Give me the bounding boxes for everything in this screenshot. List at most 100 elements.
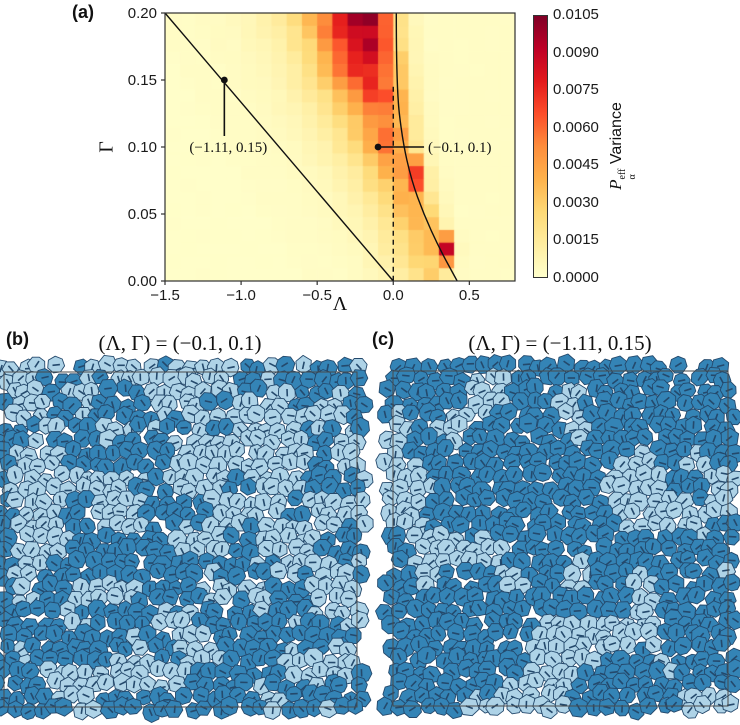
- cell-director: [199, 387, 206, 395]
- cell-director: [255, 512, 259, 520]
- cell-director: [346, 545, 352, 553]
- cell-director: [591, 434, 598, 442]
- cell-director: [64, 607, 72, 612]
- cell-director: [463, 411, 471, 418]
- cell-director: [103, 463, 109, 471]
- cell-director: [278, 544, 282, 553]
- cell-director: [658, 408, 664, 416]
- cell-director: [353, 702, 358, 710]
- cell-director: [119, 585, 125, 593]
- cell-director: [582, 494, 591, 500]
- cell-director: [291, 375, 296, 384]
- cell-director: [576, 533, 583, 540]
- cell-director: [271, 706, 274, 715]
- cell-director: [520, 658, 528, 664]
- cell-director: [167, 400, 173, 408]
- cell-director: [614, 547, 620, 555]
- cell-director: [543, 422, 550, 430]
- cell-director: [322, 449, 328, 457]
- cell-director: [227, 655, 234, 663]
- cell-director: [37, 630, 44, 637]
- cell-director: [341, 364, 349, 367]
- cell-director: [471, 497, 477, 505]
- cell-director: [619, 387, 625, 395]
- colorbar-tick-label: 0.0060: [553, 118, 599, 136]
- cell-director: [410, 680, 417, 688]
- cell-director: [93, 412, 100, 419]
- cell-director: [93, 487, 101, 492]
- cell-director: [552, 546, 560, 551]
- cell-director: [339, 411, 346, 418]
- cell-director: [333, 622, 342, 628]
- cell-director: [668, 449, 676, 453]
- cell-director: [191, 439, 199, 446]
- cell-director: [444, 544, 451, 552]
- cell-director: [596, 422, 603, 429]
- cell-director: [218, 374, 225, 382]
- cell-director: [4, 535, 13, 541]
- cell-director: [352, 532, 356, 540]
- cell-director: [323, 387, 329, 395]
- cell-director: [85, 573, 91, 581]
- cell-director: [132, 458, 138, 466]
- cell-director: [701, 531, 707, 539]
- cell-director: [444, 619, 452, 624]
- cell-director: [213, 415, 221, 420]
- cell-director: [515, 593, 518, 602]
- cell-director: [349, 399, 352, 408]
- cell-director: [462, 665, 470, 671]
- cell-director: [162, 583, 167, 591]
- cell-director: [667, 494, 672, 503]
- cell-director: [669, 617, 678, 621]
- cell-director: [720, 472, 729, 476]
- cell-director: [278, 472, 282, 481]
- cell-director: [424, 409, 432, 414]
- cell-director: [605, 681, 611, 689]
- cell-director: [451, 461, 459, 465]
- cell-director: [469, 683, 478, 688]
- cell-director: [584, 373, 592, 379]
- cell-director: [651, 520, 659, 525]
- cell-director: [125, 494, 130, 503]
- cell-director: [78, 364, 86, 369]
- cell-director: [191, 474, 197, 482]
- cell-director: [712, 605, 718, 613]
- cell-director: [214, 441, 222, 447]
- cell-director: [472, 402, 480, 407]
- cell-director: [241, 561, 245, 569]
- cell-director: [20, 634, 29, 638]
- cell-director: [672, 433, 680, 440]
- cell-director: [471, 592, 479, 598]
- cell-director: [449, 584, 458, 590]
- cell-director: [600, 635, 608, 639]
- cell-director: [392, 470, 396, 478]
- cell-director: [22, 511, 30, 517]
- cell-director: [396, 629, 405, 634]
- cell-director: [75, 471, 79, 480]
- cell-director: [697, 373, 703, 381]
- cell-director: [54, 520, 58, 529]
- cell-director: [581, 652, 584, 661]
- cell-director: [547, 507, 551, 516]
- cell-director: [560, 608, 569, 611]
- cell-director: [628, 474, 632, 482]
- cell-director: [394, 364, 402, 371]
- cell-director: [595, 384, 598, 393]
- cell-director: [317, 424, 321, 433]
- cell-director: [431, 379, 440, 382]
- cell-director: [180, 692, 188, 699]
- cell-director: [535, 653, 541, 661]
- cell-director: [166, 595, 174, 599]
- cell-director: [442, 570, 451, 573]
- cell-director: [693, 591, 699, 599]
- cell-director: [650, 399, 657, 407]
- cell-director: [74, 555, 80, 563]
- cell-director: [697, 640, 702, 649]
- cell-director: [220, 397, 228, 404]
- cell-director: [207, 497, 215, 500]
- cell-director: [198, 448, 204, 457]
- cell-director: [301, 404, 309, 408]
- colorbar-tick-label: 0.0000: [553, 269, 599, 286]
- cell-director: [148, 584, 151, 592]
